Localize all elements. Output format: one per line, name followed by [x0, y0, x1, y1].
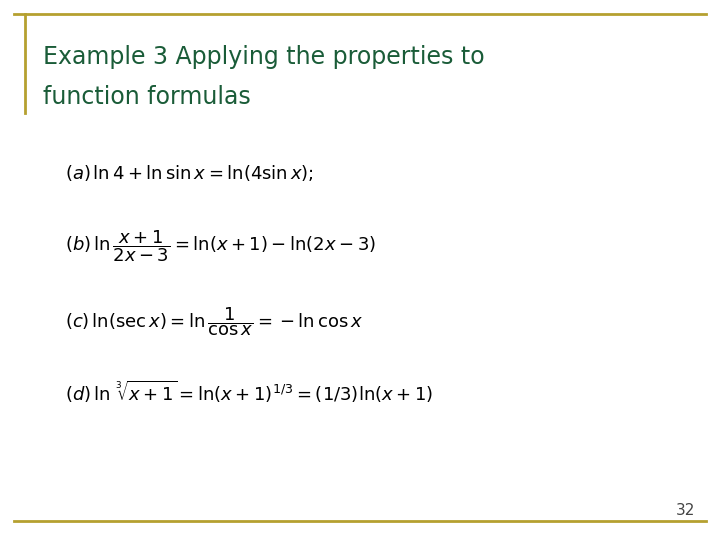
Text: 32: 32 — [675, 503, 695, 518]
Text: $(a)\,\ln 4 + \ln \sin x = \ln\!\left(4\sin x\right);$: $(a)\,\ln 4 + \ln \sin x = \ln\!\left(4\… — [65, 163, 314, 183]
Text: Example 3 Applying the properties to: Example 3 Applying the properties to — [43, 45, 485, 69]
Text: $(b)\,\ln\dfrac{x+1}{2x-3} = \ln\!\left(x+1\right) - \ln(2x-3)$: $(b)\,\ln\dfrac{x+1}{2x-3} = \ln\!\left(… — [65, 228, 376, 264]
Text: $(d)\,\ln\,\sqrt[3]{x+1} = \ln(x+1)^{1/3} = (1/3)\ln(x+1)$: $(d)\,\ln\,\sqrt[3]{x+1} = \ln(x+1)^{1/3… — [65, 379, 433, 404]
Text: $(c)\,\ln(\sec x) = \ln\dfrac{1}{\cos x} = -\ln\cos x$: $(c)\,\ln(\sec x) = \ln\dfrac{1}{\cos x}… — [65, 305, 363, 338]
Text: function formulas: function formulas — [43, 85, 251, 109]
